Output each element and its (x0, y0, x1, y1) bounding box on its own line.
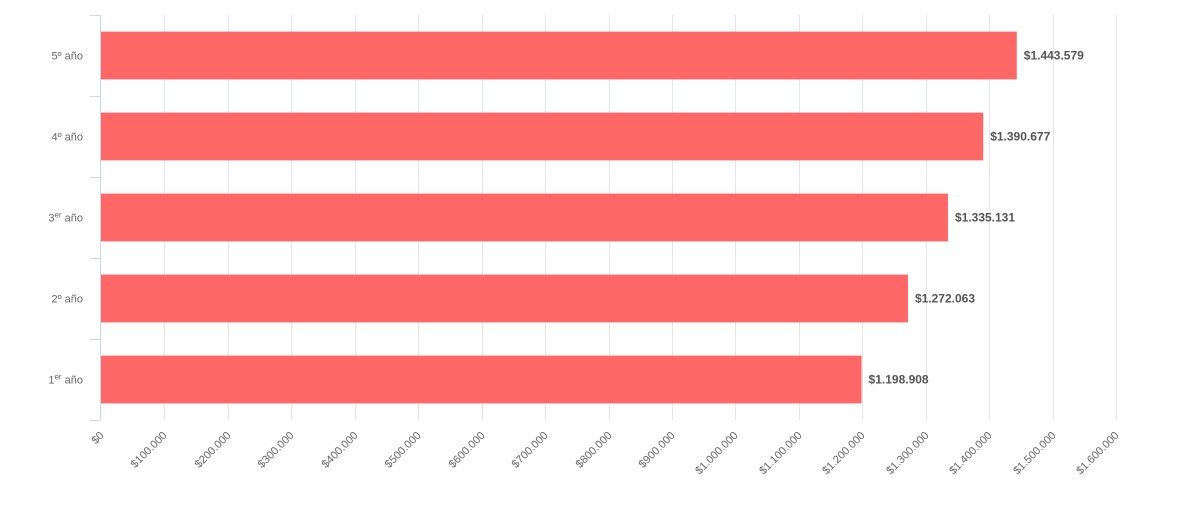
x-tick-label: $1.600.000 (1074, 430, 1121, 477)
category-label: 2º año (51, 294, 83, 306)
x-tick-label: $1.500.000 (1011, 430, 1058, 477)
bar (101, 355, 862, 404)
x-tick-label: $1.200.000 (820, 430, 867, 477)
bar (101, 31, 1017, 80)
data-label: $1.272.063 (915, 292, 975, 306)
x-tick-label: $100.000 (129, 430, 170, 471)
x-tick-label: $1.000.000 (693, 430, 740, 477)
x-tick-label: $900.000 (637, 430, 678, 471)
data-label: $1.390.677 (990, 130, 1050, 144)
x-tick-label: $0 (89, 430, 106, 447)
x-tick-label: $1.300.000 (884, 430, 931, 477)
x-tick-label: $200.000 (193, 430, 234, 471)
bar (101, 112, 984, 161)
category-label: 1er año (48, 373, 83, 387)
bars (101, 31, 1017, 404)
x-tick-label: $1.400.000 (947, 430, 994, 477)
category-label: 5º año (51, 51, 83, 63)
bar (101, 274, 908, 323)
bar (101, 193, 948, 242)
x-tick-label: $400.000 (320, 430, 361, 471)
category-label: 4º año (51, 132, 83, 144)
x-tick-label: $300.000 (256, 430, 297, 471)
x-tick-label: $500.000 (383, 430, 424, 471)
category-label: 3er año (48, 211, 83, 225)
data-label: $1.443.579 (1024, 49, 1084, 63)
axes (90, 15, 101, 421)
x-tick-label: $800.000 (574, 430, 615, 471)
x-tick-label: $700.000 (510, 430, 551, 471)
x-tick-label: $1.100.000 (757, 430, 804, 477)
data-label: $1.198.908 (869, 373, 929, 387)
x-tick-label: $600.000 (447, 430, 488, 471)
data-label: $1.335.131 (955, 211, 1015, 225)
